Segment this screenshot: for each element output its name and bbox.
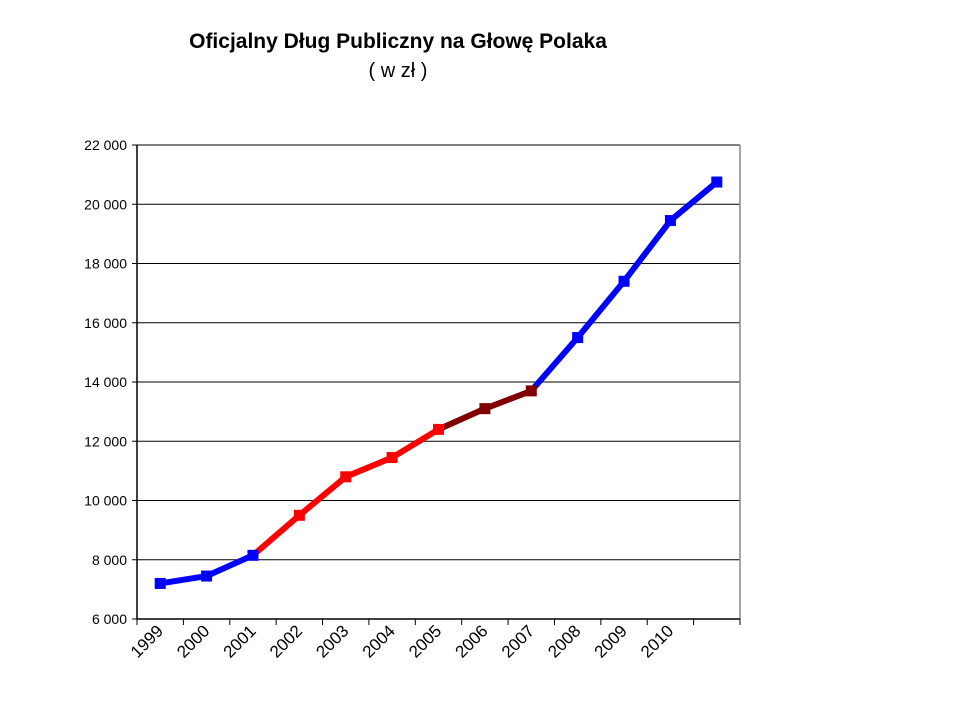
data-point <box>664 215 676 227</box>
line-segment <box>435 405 488 433</box>
data-point <box>247 549 259 561</box>
line-segment <box>667 179 720 224</box>
line-segment <box>481 387 535 412</box>
x-tick-label: 2004 <box>359 621 399 661</box>
line-segment <box>621 217 674 285</box>
data-point <box>525 385 537 397</box>
x-tick-label: 2008 <box>544 621 584 661</box>
data-point <box>340 471 352 483</box>
chart-subtitle: ( w zł ) <box>368 60 428 82</box>
x-tick-label: 2001 <box>220 621 260 661</box>
data-point <box>201 570 213 582</box>
x-tick-label: 2007 <box>498 621 538 661</box>
y-tick-label: 22 000 <box>84 137 127 153</box>
data-point <box>293 509 305 521</box>
data-point <box>433 423 444 435</box>
y-tick-label: 12 000 <box>84 433 127 449</box>
line-segment <box>296 473 349 519</box>
data-point <box>618 275 630 287</box>
x-tick-label: 2003 <box>312 621 352 661</box>
line-segment <box>249 512 303 559</box>
data-point <box>572 332 584 344</box>
x-tick-label: 2002 <box>266 621 306 661</box>
data-point <box>386 452 398 464</box>
line-segment <box>574 278 628 341</box>
line-segment <box>528 334 581 394</box>
line-segment <box>157 573 210 587</box>
data-point <box>154 577 166 589</box>
x-tick-label: 2006 <box>452 621 492 661</box>
y-tick-label: 14 000 <box>84 374 127 390</box>
y-tick-label: 16 000 <box>84 315 127 331</box>
x-tick-label: 2009 <box>591 621 631 661</box>
x-tick-label: 2010 <box>637 621 677 661</box>
data-point <box>479 403 491 415</box>
y-tick-label: 10 000 <box>84 493 127 509</box>
x-tick-label: 1999 <box>127 621 167 661</box>
line-segment <box>203 552 256 580</box>
data-point <box>711 176 723 188</box>
y-tick-label: 6 000 <box>92 611 127 627</box>
line-segment <box>342 454 396 480</box>
y-tick-label: 20 000 <box>84 196 127 212</box>
x-tick-label: 2005 <box>405 621 445 661</box>
x-tick-label: 2000 <box>173 621 213 661</box>
chart-title: Oficjalny Dług Publiczny na Głowę Polaka <box>189 30 607 53</box>
y-tick-label: 8 000 <box>92 552 127 568</box>
line-segment <box>389 426 442 461</box>
y-tick-label: 18 000 <box>84 256 127 272</box>
